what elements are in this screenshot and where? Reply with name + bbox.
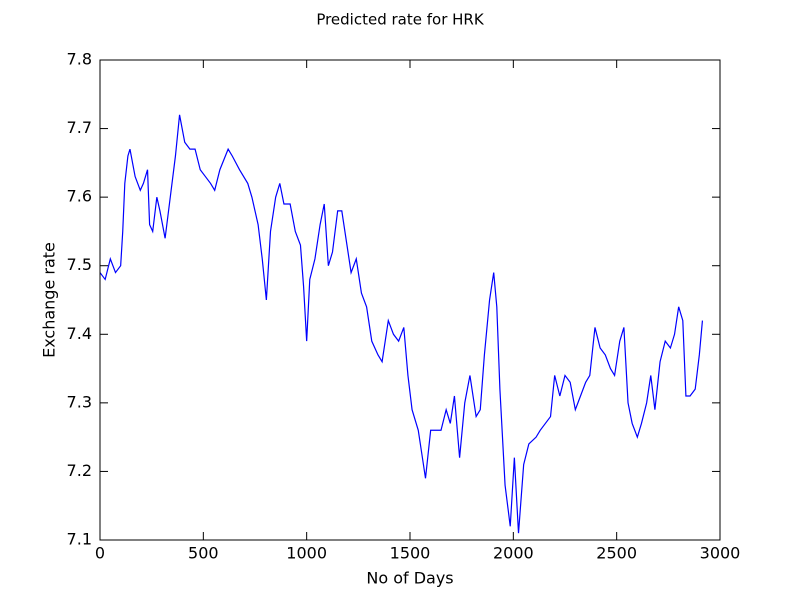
plot-frame bbox=[99, 59, 721, 541]
x-axis-label: No of Days bbox=[366, 569, 453, 588]
data-line bbox=[99, 114, 704, 534]
x-tick-label: 2500 bbox=[596, 544, 637, 563]
x-tick-label: 1500 bbox=[390, 544, 431, 563]
x-tick-label: 2000 bbox=[493, 544, 534, 563]
x-tick-label: 1000 bbox=[286, 544, 327, 563]
x-tick-label: 0 bbox=[95, 544, 105, 563]
x-tick-label: 500 bbox=[188, 544, 219, 563]
y-tick-label: 7.1 bbox=[67, 530, 92, 549]
y-tick-label: 7.5 bbox=[67, 255, 92, 274]
y-tick-label: 7.3 bbox=[67, 392, 92, 411]
chart-title: Predicted rate for HRK bbox=[316, 11, 485, 29]
y-tick-label: 7.2 bbox=[67, 461, 92, 480]
x-tick-label: 3000 bbox=[700, 544, 741, 563]
y-tick-label: 7.4 bbox=[67, 324, 92, 343]
y-axis-label: Exchange rate bbox=[40, 242, 59, 358]
y-tick-label: 7.7 bbox=[67, 118, 92, 137]
y-tick-label: 7.8 bbox=[67, 50, 92, 69]
y-tick-label: 7.6 bbox=[67, 187, 92, 206]
